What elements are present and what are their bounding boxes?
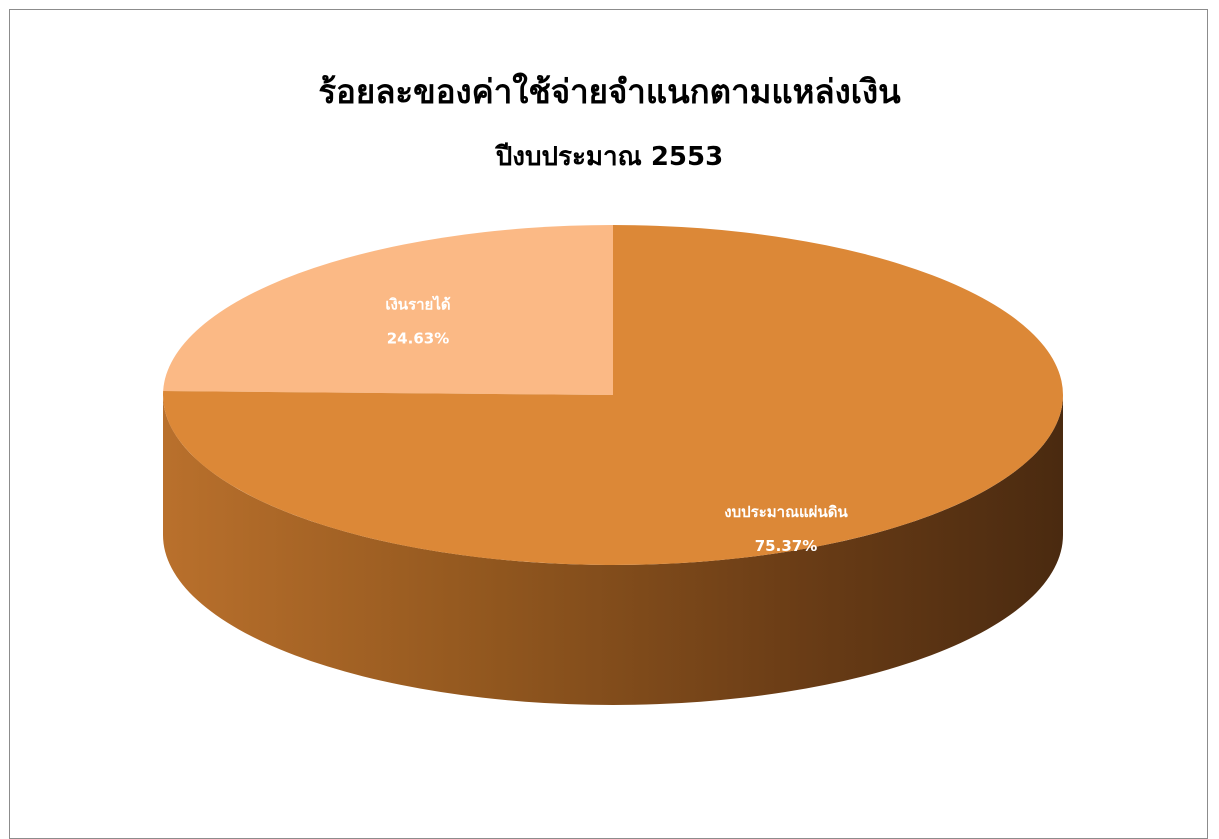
slice-label-name: งบประมาณแผ่นดิน — [724, 503, 848, 521]
pie-side-wall — [163, 395, 1063, 705]
chart-title: ร้อยละของค่าใช้จ่ายจำแนกตามแหล่งเงิน — [318, 72, 901, 111]
slice-label-value: 24.63% — [387, 330, 449, 348]
slice-label-value: 75.37% — [755, 537, 817, 555]
pie-slice-government-budget — [162, 225, 1063, 565]
pie-slice-revenue — [163, 225, 613, 395]
slice-label-name: เงินรายได้ — [385, 295, 450, 314]
chart-subtitle: ปีงบประมาณ 2553 — [495, 142, 724, 172]
